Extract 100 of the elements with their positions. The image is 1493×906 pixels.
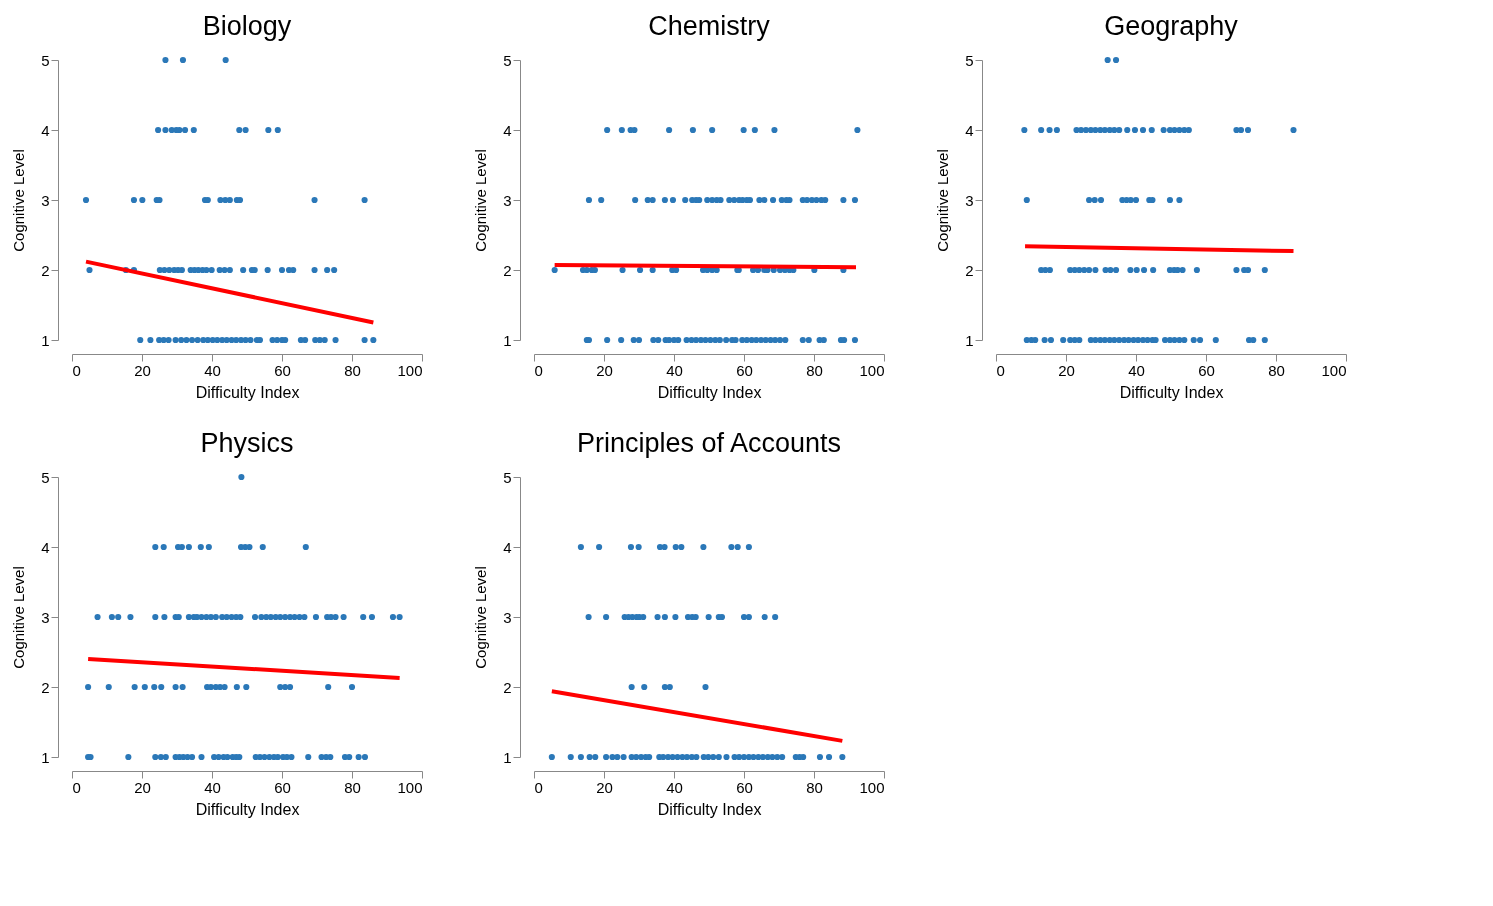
chart-title: Physics xyxy=(200,428,294,458)
point xyxy=(1237,126,1245,134)
point xyxy=(1076,336,1083,344)
y-tick-label: 5 xyxy=(41,468,50,486)
point xyxy=(348,683,356,691)
point xyxy=(635,543,642,551)
point xyxy=(389,613,397,621)
y-tick-label: 1 xyxy=(503,748,512,766)
x-tick-label: 40 xyxy=(1128,361,1145,379)
point xyxy=(316,336,323,344)
point xyxy=(710,753,717,761)
point xyxy=(840,196,847,204)
point xyxy=(705,613,712,621)
point xyxy=(660,753,667,761)
point xyxy=(1097,196,1105,204)
point xyxy=(178,336,185,344)
point xyxy=(782,336,789,344)
x-tick-label: 40 xyxy=(204,361,221,379)
point xyxy=(237,613,244,621)
point xyxy=(1104,56,1111,64)
point xyxy=(669,196,677,204)
point xyxy=(666,336,673,344)
point xyxy=(682,196,689,204)
point xyxy=(1038,126,1045,134)
point xyxy=(301,613,308,621)
y-tick-label: 2 xyxy=(965,261,974,279)
x-axis-title: Difficulty Index xyxy=(657,800,762,818)
point xyxy=(86,266,93,274)
point xyxy=(278,266,286,274)
y-tick-label: 4 xyxy=(41,538,50,556)
point xyxy=(758,336,765,344)
point xyxy=(360,613,367,621)
point xyxy=(172,336,179,344)
point xyxy=(221,266,228,274)
point xyxy=(361,753,369,761)
point xyxy=(207,613,215,621)
point xyxy=(152,753,159,761)
point xyxy=(666,126,673,134)
x-tick-label: 80 xyxy=(806,361,823,379)
point xyxy=(370,336,377,344)
point xyxy=(816,753,824,761)
y-tick-label: 5 xyxy=(503,51,512,69)
y-tick-label: 3 xyxy=(503,608,512,626)
point xyxy=(800,753,807,761)
point xyxy=(851,196,859,204)
point xyxy=(82,196,90,204)
point xyxy=(805,336,812,344)
point xyxy=(1101,336,1108,344)
point xyxy=(1053,126,1060,134)
point xyxy=(331,266,338,274)
point xyxy=(1091,196,1098,204)
x-tick-label: 20 xyxy=(134,361,151,379)
point xyxy=(152,613,159,621)
point xyxy=(115,613,122,621)
point xyxy=(152,543,159,551)
point xyxy=(267,613,274,621)
point xyxy=(226,196,233,204)
point xyxy=(740,753,748,761)
point xyxy=(693,753,700,761)
point xyxy=(179,56,187,64)
y-tick-label: 1 xyxy=(503,331,512,349)
point xyxy=(656,543,664,551)
point xyxy=(332,336,339,344)
point xyxy=(1127,196,1134,204)
point xyxy=(771,126,778,134)
point xyxy=(1067,336,1074,344)
point xyxy=(340,613,347,621)
point xyxy=(198,753,205,761)
point xyxy=(577,753,584,761)
point xyxy=(1160,126,1167,134)
y-axis-title: Cognitive Level xyxy=(472,149,490,252)
point xyxy=(1086,266,1093,274)
x-tick-label: 100 xyxy=(1321,361,1347,379)
point xyxy=(640,613,647,621)
x-tick-label: 0 xyxy=(534,778,543,796)
point xyxy=(247,336,254,344)
point xyxy=(551,266,558,274)
point xyxy=(1244,266,1252,274)
point xyxy=(233,683,240,691)
point xyxy=(181,126,189,134)
point xyxy=(740,613,748,621)
y-axis-title: Cognitive Level xyxy=(472,566,490,669)
point xyxy=(632,196,639,204)
point xyxy=(290,266,297,274)
point xyxy=(1082,126,1090,134)
point xyxy=(604,126,611,134)
y-tick-label: 5 xyxy=(965,51,974,69)
point xyxy=(1179,266,1186,274)
point xyxy=(598,196,605,204)
point xyxy=(274,126,281,134)
point xyxy=(666,683,673,691)
point xyxy=(324,266,331,274)
point xyxy=(709,126,716,134)
point xyxy=(264,266,271,274)
chart-title: Principles of Accounts xyxy=(576,428,842,458)
point xyxy=(311,196,318,204)
point xyxy=(731,196,738,204)
point xyxy=(190,126,197,134)
point xyxy=(603,613,610,621)
point xyxy=(219,613,226,621)
